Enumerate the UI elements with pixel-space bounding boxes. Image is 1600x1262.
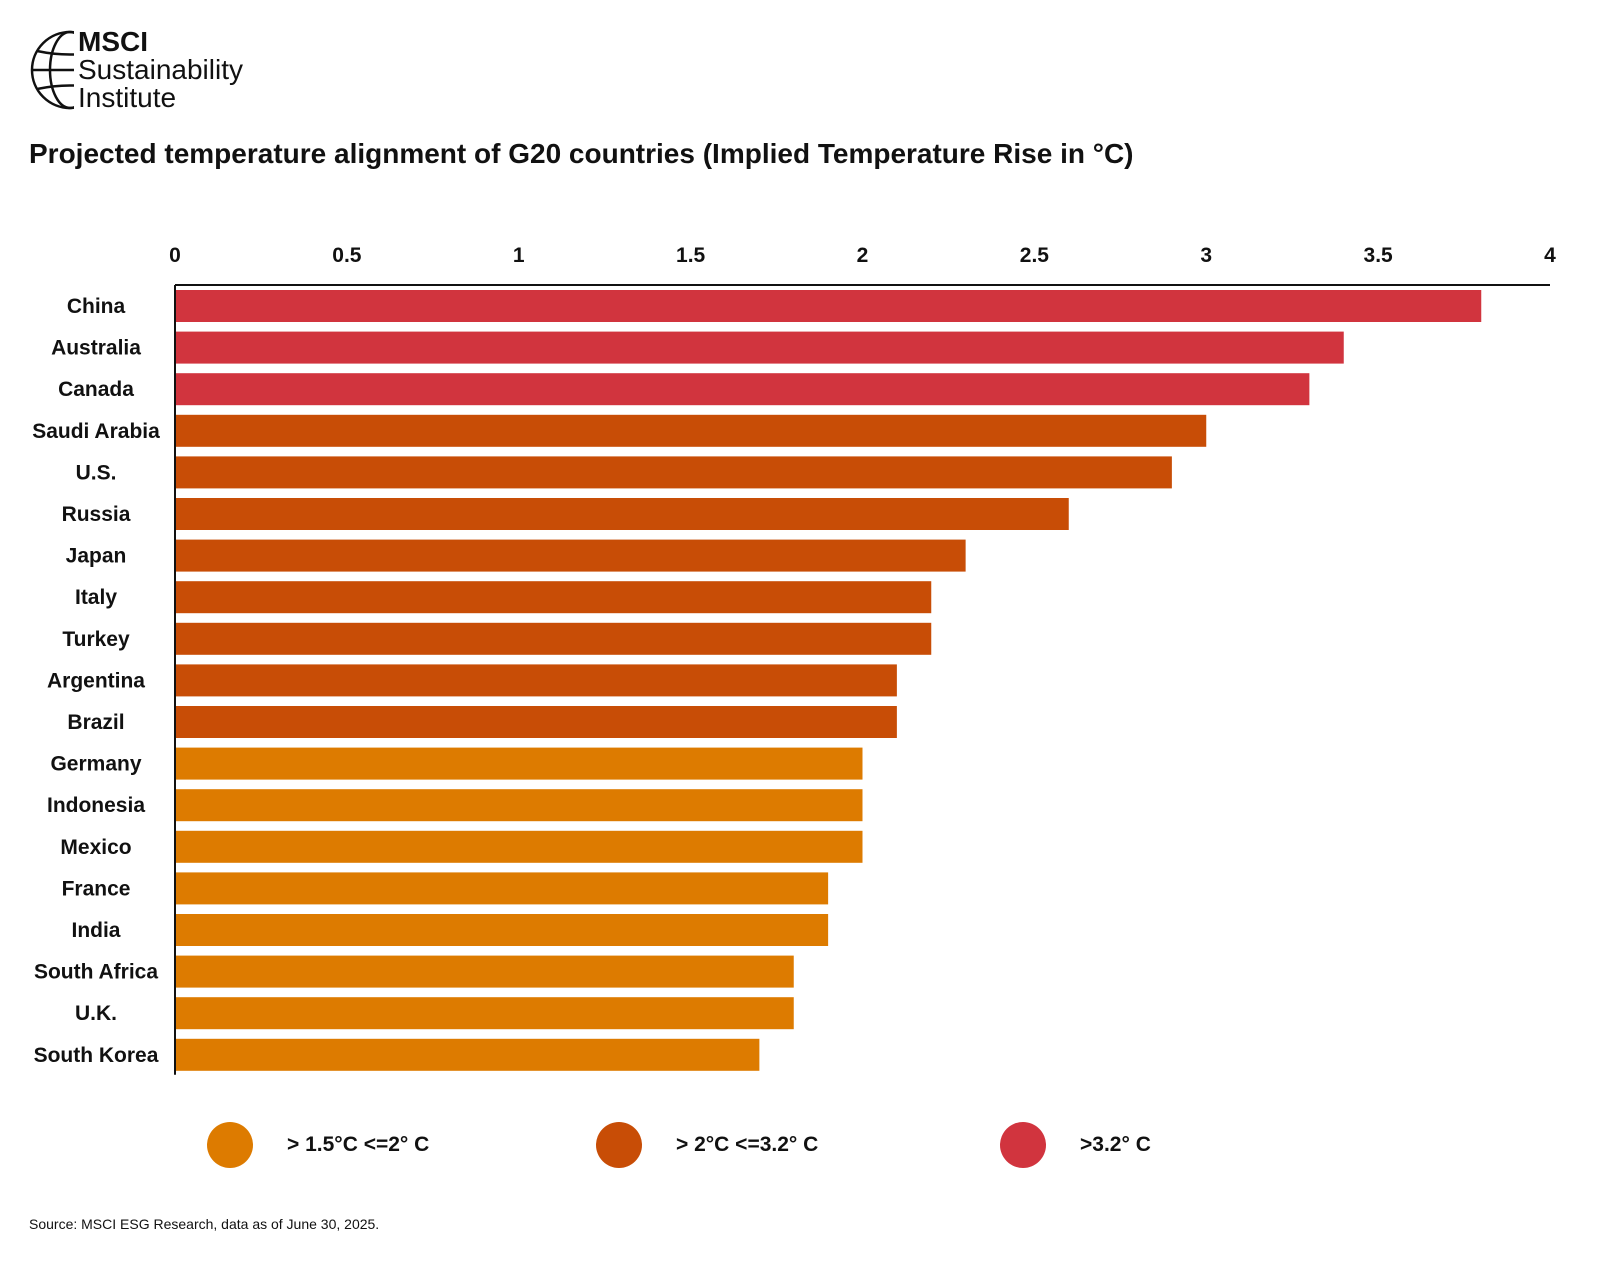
category-label: U.S. bbox=[76, 461, 117, 484]
bar bbox=[175, 373, 1310, 406]
bar bbox=[175, 914, 829, 946]
category-label: South Africa bbox=[34, 961, 158, 984]
bar bbox=[175, 872, 829, 905]
legend-swatch-mid bbox=[596, 1122, 642, 1168]
bar bbox=[175, 830, 863, 863]
category-label: Turkey bbox=[62, 628, 130, 651]
category-label: South Korea bbox=[34, 1044, 159, 1067]
x-tick-label: 2.5 bbox=[1020, 244, 1050, 267]
x-tick-label: 0 bbox=[169, 244, 181, 267]
category-label: Brazil bbox=[67, 711, 124, 734]
legend-swatch-low bbox=[207, 1122, 253, 1168]
x-tick-label: 2 bbox=[857, 244, 869, 267]
bar bbox=[175, 290, 1482, 322]
bar bbox=[175, 498, 1069, 530]
category-label: Australia bbox=[51, 337, 141, 360]
category-label: Mexico bbox=[60, 836, 131, 859]
legend-item-mid: > 2°C <=3.2° C bbox=[596, 1120, 818, 1170]
category-label: Indonesia bbox=[47, 794, 145, 817]
msci-logo: MSCI Sustainability Institute bbox=[28, 28, 288, 118]
legend-label-low: > 1.5°C <=2° C bbox=[287, 1133, 430, 1156]
bar bbox=[175, 331, 1344, 364]
logo-brand: MSCI bbox=[78, 26, 148, 57]
legend-item-low: > 1.5°C <=2° C bbox=[207, 1120, 429, 1170]
category-label: Germany bbox=[50, 753, 141, 776]
bar bbox=[175, 706, 897, 738]
legend-swatch-high bbox=[1000, 1122, 1046, 1168]
category-label: Argentina bbox=[47, 669, 145, 692]
x-tick-label: 3 bbox=[1200, 244, 1212, 267]
x-tick-label: 4 bbox=[1544, 244, 1556, 267]
legend-label-mid: > 2°C <=3.2° C bbox=[676, 1133, 819, 1156]
legend-item-high: >3.2° C bbox=[1000, 1120, 1151, 1170]
bar bbox=[175, 581, 932, 614]
globe-icon bbox=[30, 30, 74, 110]
category-label: India bbox=[71, 919, 120, 942]
category-label: China bbox=[67, 295, 126, 318]
category-label: Saudi Arabia bbox=[32, 420, 160, 443]
bar bbox=[175, 789, 863, 822]
bar bbox=[175, 622, 932, 655]
bar bbox=[175, 456, 1172, 489]
bar bbox=[175, 664, 897, 697]
bar bbox=[175, 747, 863, 780]
category-label: Italy bbox=[75, 586, 117, 609]
logo-line-2: Institute bbox=[78, 82, 177, 113]
category-label: U.K. bbox=[75, 1002, 117, 1025]
legend: > 1.5°C <=2° C > 2°C <=3.2° C >3.2° C bbox=[0, 1120, 1600, 1180]
chart-title: Projected temperature alignment of G20 c… bbox=[29, 138, 1134, 169]
bar bbox=[175, 539, 966, 572]
category-label: Russia bbox=[62, 503, 131, 526]
x-tick-label: 3.5 bbox=[1364, 244, 1394, 267]
bar-chart: 0 0.5 1 1.5 2 2.5 3 3.5 4 China Australia Canada Sau… bbox=[32, 244, 1556, 1075]
bar bbox=[175, 997, 794, 1030]
category-label: France bbox=[62, 877, 131, 900]
x-tick-label: 1.5 bbox=[676, 244, 706, 267]
bar bbox=[175, 955, 794, 988]
bar bbox=[175, 1038, 760, 1071]
category-label: Canada bbox=[58, 378, 134, 401]
logo-line-1: Sustainability bbox=[78, 54, 243, 85]
category-label: Japan bbox=[66, 545, 127, 568]
source-note: Source: MSCI ESG Research, data as of Ju… bbox=[29, 1216, 380, 1232]
x-tick-label: 1 bbox=[513, 244, 525, 267]
bar bbox=[175, 414, 1207, 447]
legend-label-high: >3.2° C bbox=[1080, 1133, 1151, 1156]
x-tick-label: 0.5 bbox=[332, 244, 362, 267]
